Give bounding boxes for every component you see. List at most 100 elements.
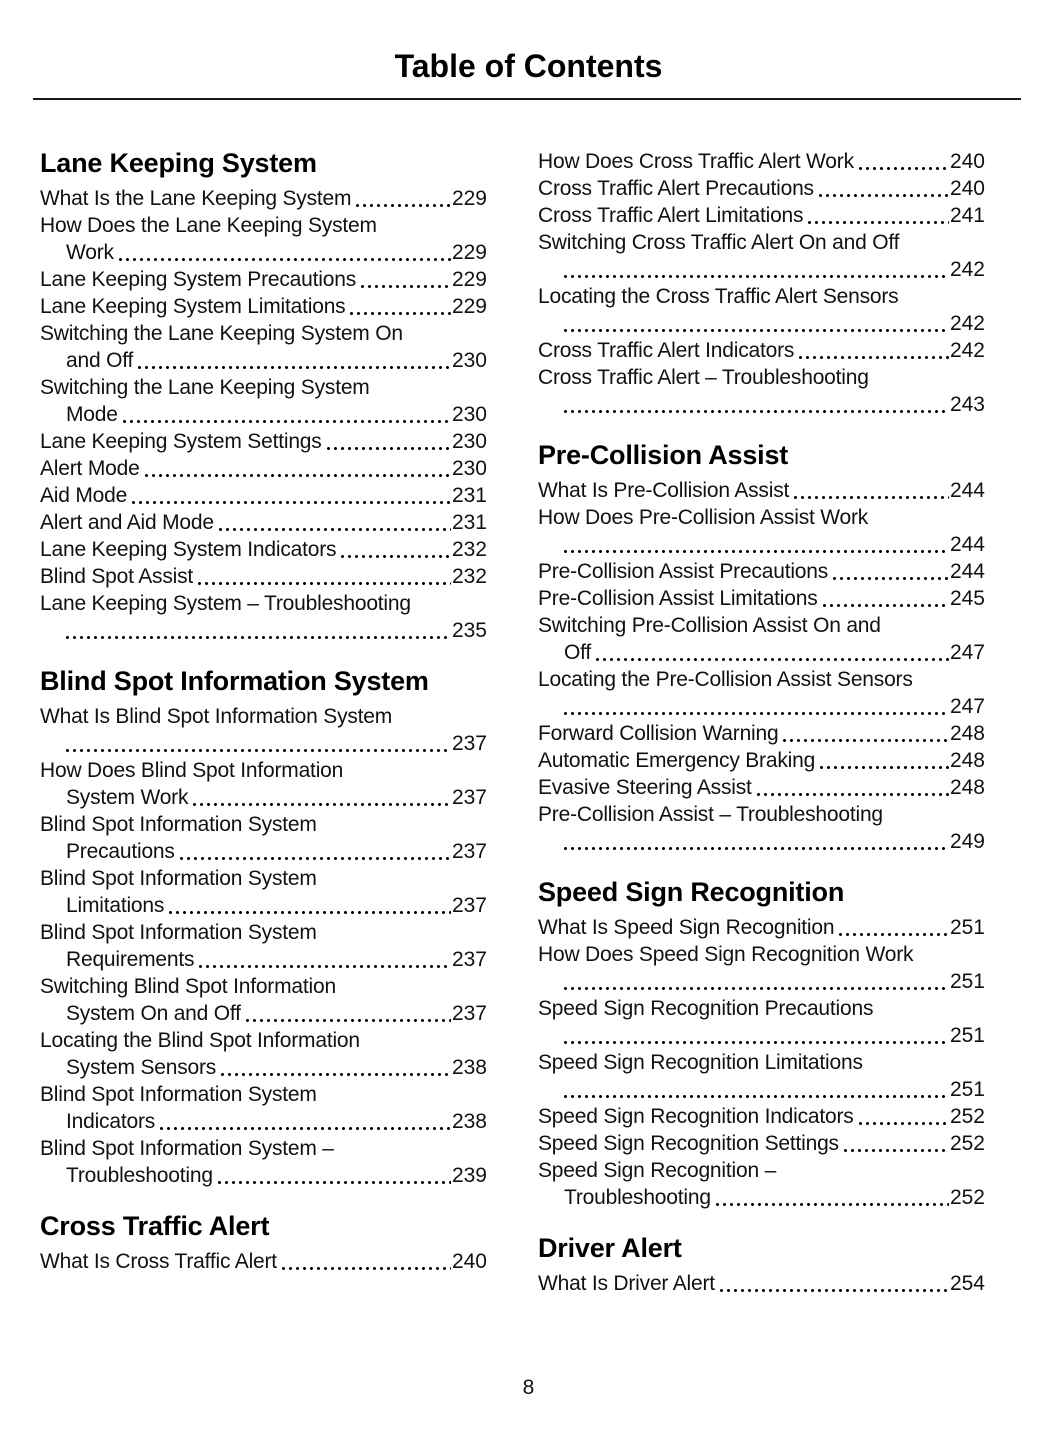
dot-leader [564,842,949,850]
entry-last-line: What Is Cross Traffic Alert 240 [40,1248,487,1275]
toc-entry: Switching Blind Spot Information System O… [40,973,487,1027]
dot-leader [719,1284,949,1292]
entry-last-line: Pre-Collision Assist Limitations 245 [538,585,985,612]
page-ref: 240 [949,177,985,200]
toc-entry: Pre-Collision Assist Precautions 244 [538,558,985,585]
entry-text-line: Locating the Blind Spot Information [40,1029,360,1052]
entry-title: Cross Traffic Alert Limitations [538,204,804,227]
entry-title: Alert Mode [40,457,140,480]
page-ref: 230 [451,349,487,372]
entry-last-line: Requirements 237 [40,946,487,973]
toc-entry: Blind Spot Information System Precautions… [40,811,487,865]
entry-text-line: Blind Spot Information System [40,1083,317,1106]
toc-column-right: How Does Cross Traffic Alert Work 240 Cros… [538,148,985,1297]
entry-title: Speed Sign Recognition Indicators [538,1105,854,1128]
entry-title: Troubleshooting [66,1164,213,1187]
toc-entry: How Does Speed Sign Recognition Work 251 [538,941,985,995]
entry-text-line: Locating the Cross Traffic Alert Sensors [538,285,899,308]
entry-title: Indicators [66,1110,156,1133]
entry-last-line: Forward Collision Warning 248 [538,720,985,747]
entry-last-line: Cross Traffic Alert Precautions 240 [538,175,985,202]
page-ref: 247 [949,695,985,718]
section-heading: Blind Spot Information System [40,666,429,696]
page-ref: 232 [451,538,487,561]
page-number: 8 [522,1376,535,1399]
page-ref: 231 [451,484,487,507]
dot-leader [808,216,949,224]
dot-leader [66,631,451,639]
entry-title: Evasive Steering Assist [538,776,752,799]
toc-section: How Does Cross Traffic Alert Work 240 Cros… [538,148,985,418]
entry-last-line: Evasive Steering Assist 248 [538,774,985,801]
entry-title: Cross Traffic Alert Precautions [538,177,814,200]
entry-last-line: What Is Pre-Collision Assist 244 [538,477,985,504]
toc-entry: Lane Keeping System – Troubleshooting 235 [40,590,487,644]
section-heading: Speed Sign Recognition [538,877,845,907]
entry-last-line: 249 [538,828,985,855]
entry-text-line: Lane Keeping System – Troubleshooting [40,592,411,615]
entry-title: Pre-Collision Assist Precautions [538,560,829,583]
dot-leader [218,523,451,531]
page-ref: 244 [949,560,985,583]
dot-leader [818,189,949,197]
toc-entry: Switching the Lane Keeping System Mode 230 [40,374,487,428]
entry-last-line: Off 247 [538,639,985,666]
dot-leader [138,361,451,369]
entry-last-line: Precautions 237 [40,838,487,865]
toc-entry: Switching Cross Traffic Alert On and Off… [538,229,985,283]
entry-last-line: Limitations 237 [40,892,487,919]
page-ref: 251 [949,1024,985,1047]
toc-section: Speed Sign Recognition What Is Speed Sign… [538,877,985,1211]
dot-leader [193,798,451,806]
page-ref: 229 [451,187,487,210]
dot-leader [281,1262,451,1270]
entry-last-line: Lane Keeping System Indicators 232 [40,536,487,563]
entry-last-line: 251 [538,968,985,995]
entry-last-line: System Sensors 238 [40,1054,487,1081]
entry-title: Off [564,641,592,664]
entry-text-line: Switching the Lane Keeping System [40,376,370,399]
dot-leader [144,469,451,477]
toc-entry: Lane Keeping System Settings 230 [40,428,487,455]
page-ref: 251 [949,916,985,939]
toc-entry: Speed Sign Recognition – Troubleshooting 2… [538,1157,985,1211]
page-ref: 248 [949,776,985,799]
toc-entry: Locating the Cross Traffic Alert Sensors… [538,283,985,337]
toc-section: Driver Alert What Is Driver Alert 254 [538,1233,985,1297]
entry-text-line: Switching Cross Traffic Alert On and Off [538,231,900,254]
entry-text-line: How Does the Lane Keeping System [40,214,377,237]
dot-leader [361,280,451,288]
entry-title: Troubleshooting [564,1186,711,1209]
title-rule [33,98,1021,100]
toc-entry: Speed Sign Recognition Indicators 252 [538,1103,985,1130]
section-heading: Cross Traffic Alert [40,1211,270,1241]
entry-last-line: 237 [40,730,487,757]
dot-leader [217,1176,451,1184]
page-ref: 252 [949,1132,985,1155]
entry-last-line: Lane Keeping System Settings 230 [40,428,487,455]
entry-last-line: 247 [538,693,985,720]
entry-text-line: What Is Blind Spot Information System [40,705,393,728]
entry-text-line: Speed Sign Recognition Precautions [538,997,874,1020]
entry-title: What Is Speed Sign Recognition [538,916,835,939]
entry-last-line: Troubleshooting 252 [538,1184,985,1211]
entry-last-line: Speed Sign Recognition Settings 252 [538,1130,985,1157]
page-ref: 249 [949,830,985,853]
entry-last-line: Aid Mode 231 [40,482,487,509]
entry-last-line: Troubleshooting 239 [40,1162,487,1189]
toc-entry: Speed Sign Recognition Settings 252 [538,1130,985,1157]
page-ref: 248 [949,749,985,772]
toc-entry: Alert Mode 230 [40,455,487,482]
entry-title: Automatic Emergency Braking [538,749,816,772]
entry-title: Requirements [66,948,195,971]
entry-last-line: Cross Traffic Alert Indicators 242 [538,337,985,364]
page-ref: 237 [451,1002,487,1025]
dot-leader [564,982,949,990]
entry-last-line: System On and Off 237 [40,1000,487,1027]
dot-leader [160,1122,451,1130]
toc-entry: Automatic Emergency Braking 248 [538,747,985,774]
dot-leader [198,577,451,585]
entry-text-line: How Does Blind Spot Information [40,759,344,782]
entry-title: What Is the Lane Keeping System [40,187,352,210]
toc-entry: Locating the Pre-Collision Assist Sensor… [538,666,985,720]
